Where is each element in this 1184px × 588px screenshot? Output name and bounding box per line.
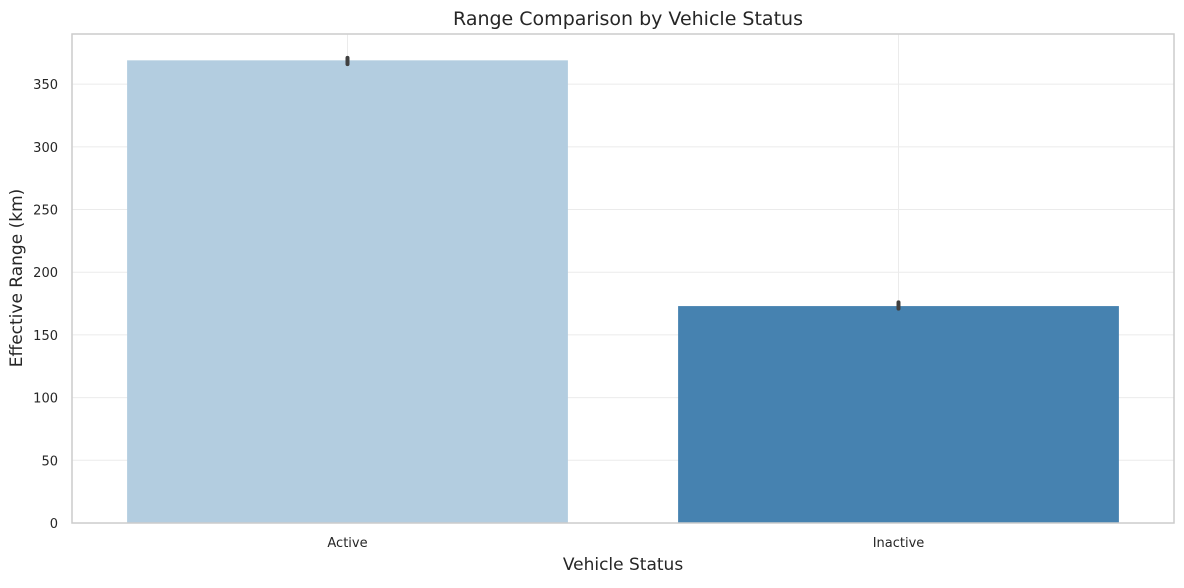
y-axis-label: Effective Range (km) [7, 189, 27, 368]
y-tick-label: 100 [33, 392, 58, 407]
bar-inactive [678, 306, 1119, 523]
y-tick-label: 300 [33, 141, 58, 156]
y-tick-label: 0 [50, 517, 58, 532]
y-tick-label: 50 [41, 454, 58, 469]
bars [127, 60, 1119, 523]
error-bars [345, 55, 901, 311]
bar-active [127, 60, 568, 523]
x-tick-label: Inactive [873, 536, 925, 551]
x-tick-label: Active [327, 536, 367, 551]
y-tick-label: 250 [33, 204, 58, 219]
plot-frame [71, 33, 1175, 524]
x-axis-ticks: Active Inactive [327, 536, 924, 551]
y-axis-ticks: 0 50 100 150 200 250 300 350 [33, 78, 58, 532]
x-axis-label: Vehicle Status [563, 555, 684, 575]
y-tick-label: 350 [33, 78, 58, 93]
y-tick-label: 200 [33, 266, 58, 281]
chart-title: Range Comparison by Vehicle Status [453, 8, 803, 30]
y-tick-label: 150 [33, 329, 58, 344]
